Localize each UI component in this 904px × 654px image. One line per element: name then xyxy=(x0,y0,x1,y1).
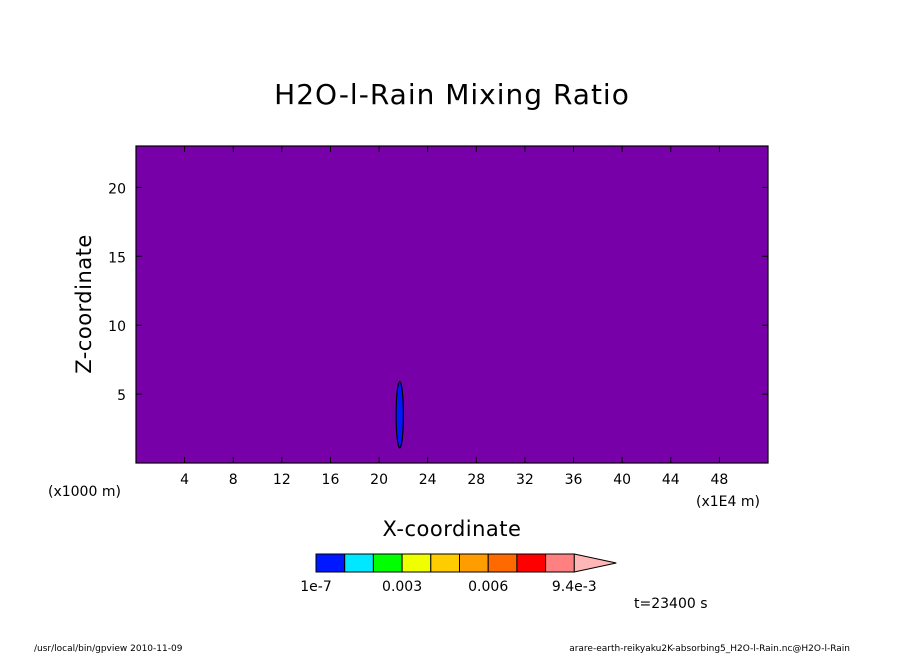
colorbar-swatch xyxy=(545,553,575,573)
time-label: t=23400 s xyxy=(634,596,708,612)
colorbar-label: 1e-7 xyxy=(300,579,331,595)
x-tick-label: 24 xyxy=(419,472,437,488)
x-tick-label: 12 xyxy=(273,472,291,488)
colorbar-swatch xyxy=(344,553,374,573)
colorbar: 1e-7 0.003 0.006 9.4e-3 xyxy=(300,553,617,595)
colorbar-swatch xyxy=(401,553,432,573)
colorbar-swatch xyxy=(516,553,547,573)
x-tick-label: 36 xyxy=(565,472,583,488)
y-tick-label: 15 xyxy=(108,250,126,266)
colorbar-swatch xyxy=(372,553,403,573)
colorbar-label: 9.4e-3 xyxy=(552,579,597,595)
y-axis-label: Z-coordinate xyxy=(72,234,96,374)
x-tick-label: 8 xyxy=(229,472,238,488)
y-tick-label: 5 xyxy=(117,388,126,404)
plot-area xyxy=(136,146,768,463)
plot-frame xyxy=(135,145,769,464)
colorbar-swatch xyxy=(315,553,346,573)
y-tick-label: 10 xyxy=(108,319,126,335)
rain-region-0 xyxy=(395,381,404,449)
x-tick-label: 40 xyxy=(613,472,631,488)
x-tick-label: 44 xyxy=(662,472,680,488)
y-axis-unit: (x1000 m) xyxy=(48,484,121,500)
y-tick-label: 20 xyxy=(108,181,126,197)
x-tick-label: 4 xyxy=(180,472,189,488)
colorbar-swatch xyxy=(487,553,518,573)
x-tick-label: 32 xyxy=(516,472,534,488)
colorbar-swatch xyxy=(459,553,489,573)
colorbar-arrow xyxy=(573,553,617,573)
x-tick-label: 20 xyxy=(370,472,388,488)
footer-left: /usr/local/bin/gpview 2010-11-09 xyxy=(34,644,183,654)
x-tick-label: 16 xyxy=(322,472,340,488)
colorbar-label: 0.006 xyxy=(468,579,508,595)
x-axis-unit: (x1E4 m) xyxy=(696,494,760,510)
colorbar-swatch xyxy=(430,553,460,573)
chart-title: H2O-l-Rain Mixing Ratio xyxy=(274,78,630,111)
x-tick-label: 48 xyxy=(710,472,728,488)
footer-right: arare-earth-reikyaku2K-absorbing5_H2O-l-… xyxy=(569,644,850,654)
x-axis-label: X-coordinate xyxy=(383,517,522,541)
colorbar-label: 0.003 xyxy=(382,579,422,595)
x-tick-label: 28 xyxy=(467,472,485,488)
